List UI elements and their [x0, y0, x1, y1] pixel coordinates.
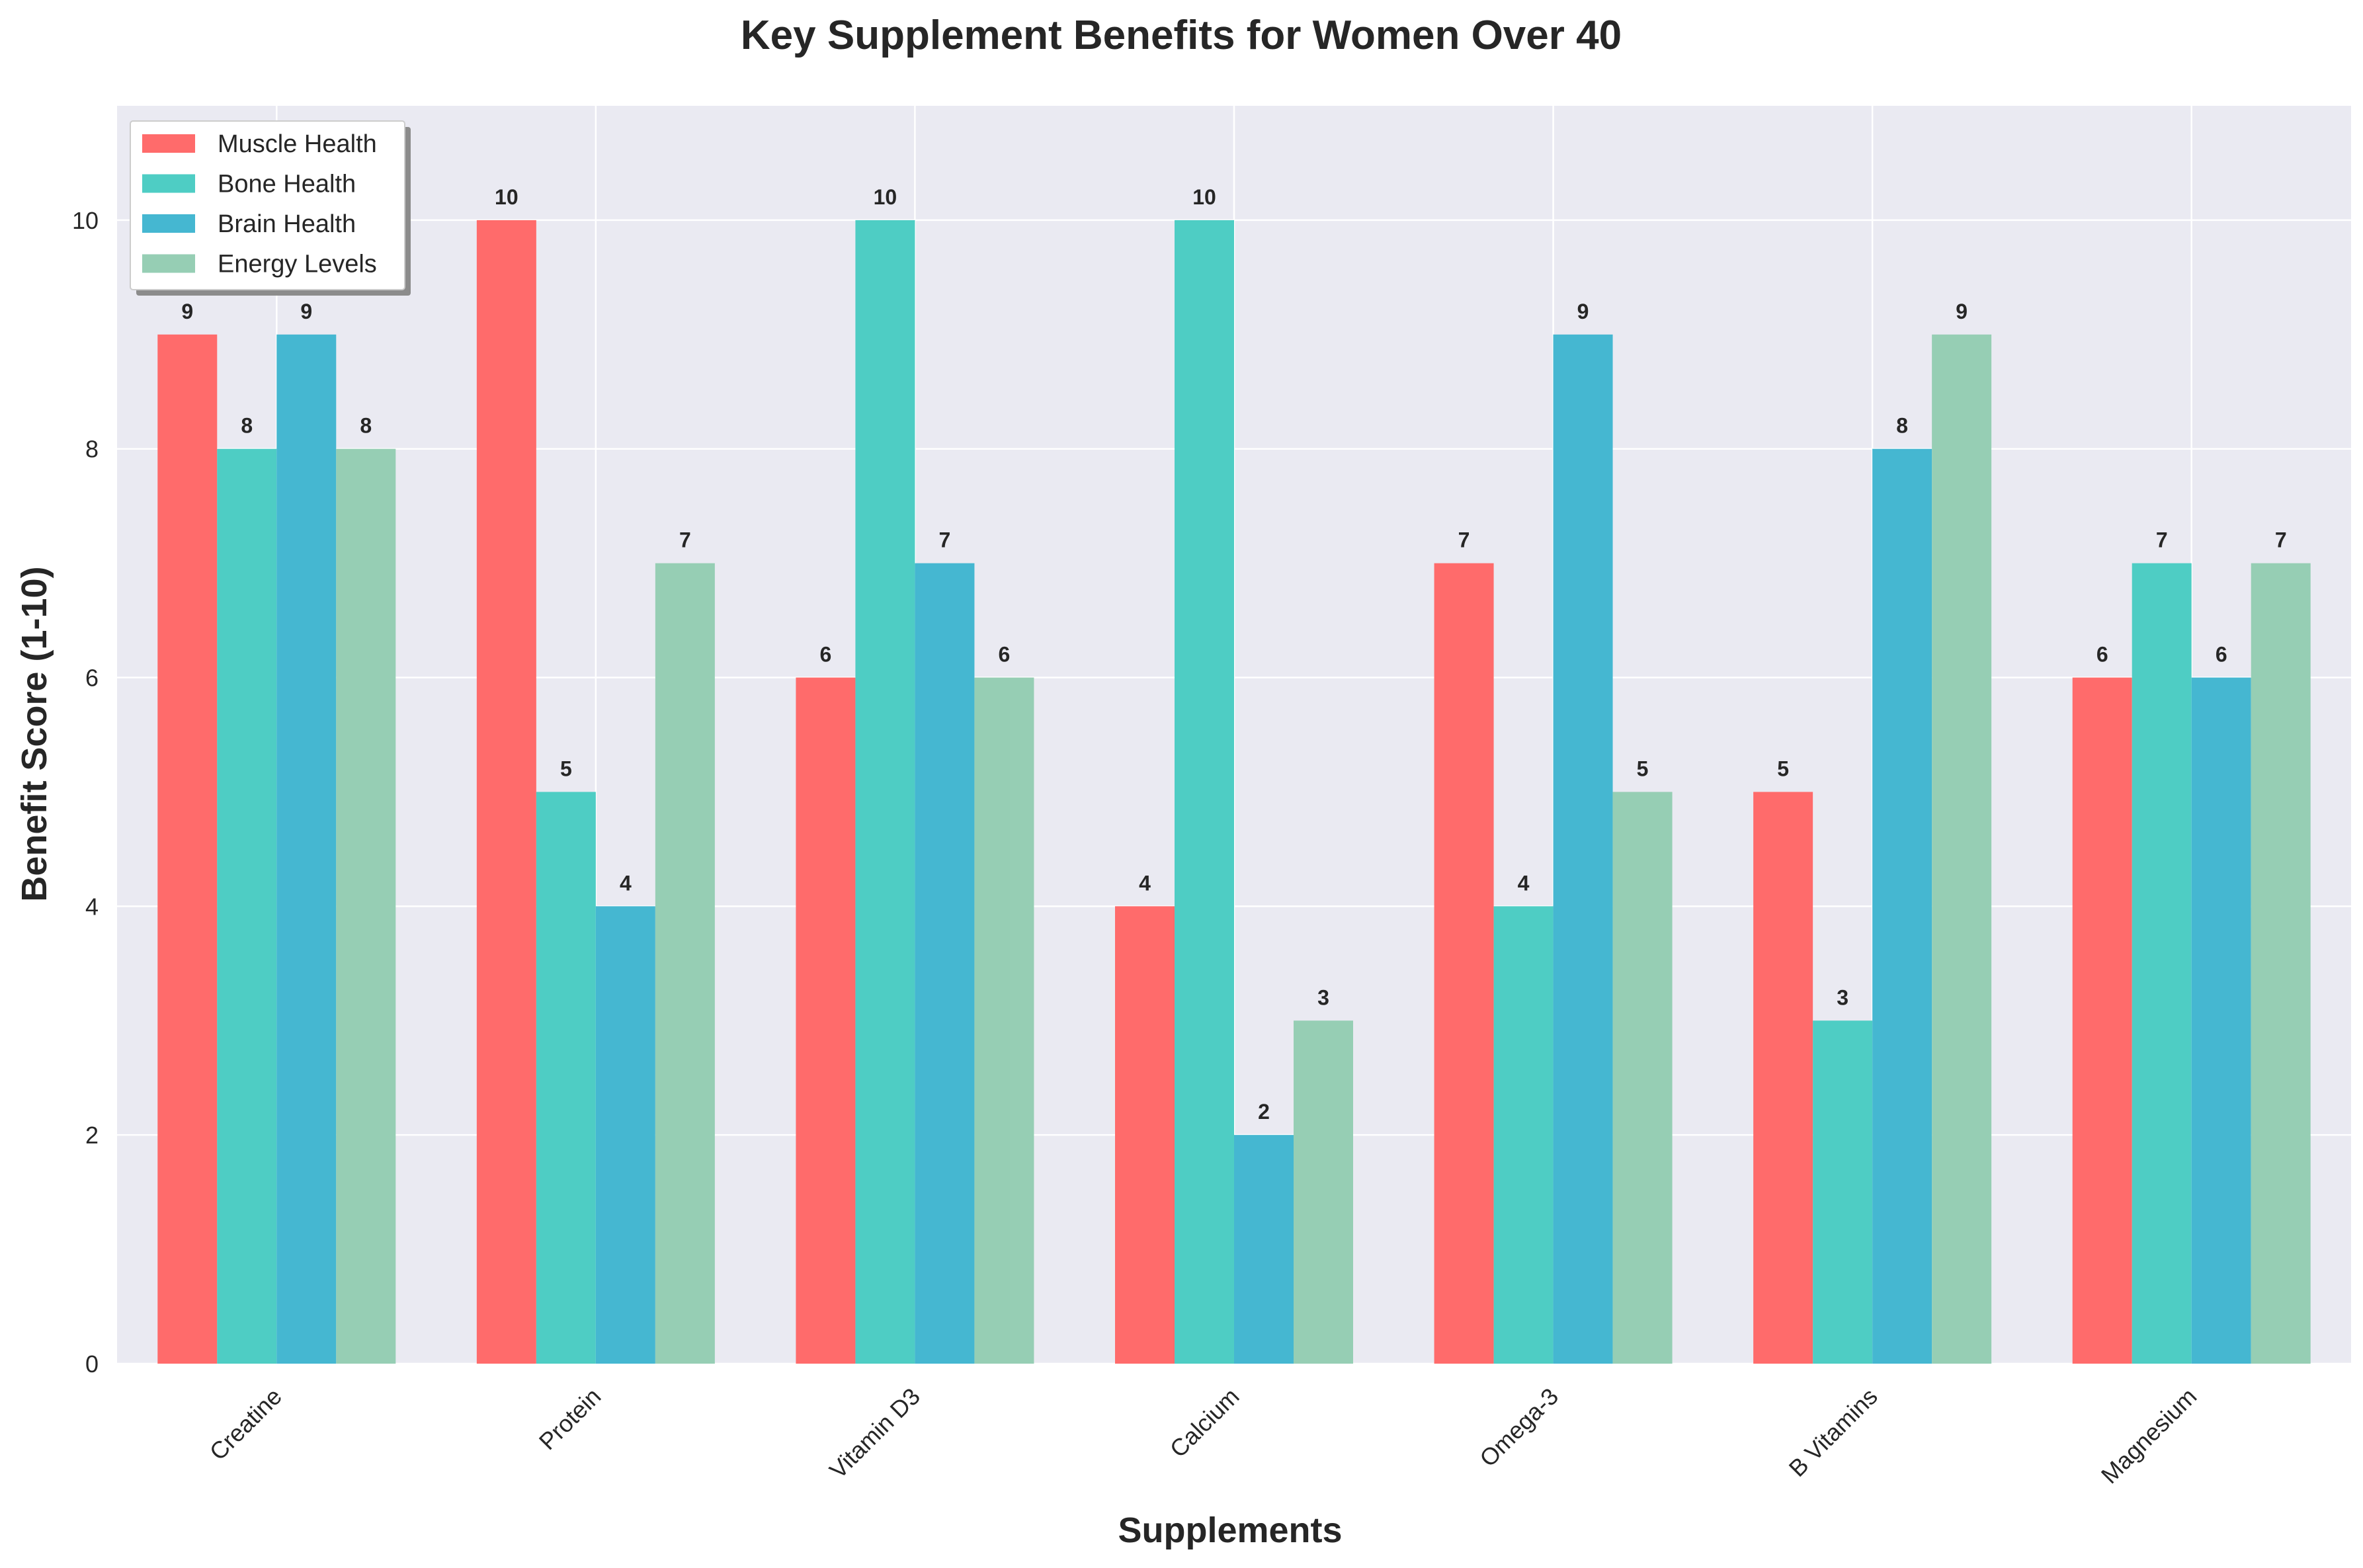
bar [1175, 220, 1234, 1364]
bar [915, 563, 975, 1364]
y-tick-label: 2 [85, 1122, 99, 1149]
chart-title: Key Supplement Benefits for Women Over 4… [741, 13, 1622, 58]
y-axis-ticks: 0 2 4 6 8 10 [72, 207, 99, 1378]
data-label: 4 [1139, 871, 1151, 895]
data-label: 10 [1192, 185, 1216, 209]
x-tick-label: Calcium [1165, 1383, 1245, 1463]
bars [157, 220, 2311, 1364]
data-label: 8 [241, 414, 253, 438]
y-tick-label: 8 [85, 436, 99, 463]
data-label: 6 [2216, 643, 2227, 667]
bar [336, 448, 396, 1364]
bar [1115, 906, 1175, 1364]
y-tick-label: 6 [85, 665, 99, 692]
bar [1932, 334, 1992, 1364]
bar [276, 334, 337, 1364]
bar [796, 677, 856, 1364]
bar [2251, 563, 2311, 1364]
bar [217, 448, 277, 1364]
x-axis-ticks: Creatine Protein Vitamin D3 Calcium Omega-3 B… [204, 1383, 2202, 1489]
bar [855, 220, 915, 1364]
bar [974, 677, 1034, 1364]
data-label: 8 [360, 414, 372, 438]
legend-box [130, 120, 405, 290]
data-label: 7 [1458, 528, 1470, 552]
data-label: 7 [679, 528, 691, 552]
data-label: 3 [1837, 985, 1848, 1009]
data-label: 8 [1896, 414, 1908, 438]
data-label: 4 [620, 871, 632, 895]
data-label: 5 [1777, 757, 1789, 780]
data-label: 9 [1956, 300, 1968, 323]
bar [2072, 677, 2132, 1364]
bar [595, 906, 655, 1364]
legend-label: Brain Health [218, 210, 356, 238]
x-tick-label: Creatine [204, 1383, 287, 1465]
bar [1872, 448, 1932, 1364]
x-tick-label: Omega-3 [1474, 1383, 1563, 1472]
bar [1434, 563, 1494, 1364]
data-label: 7 [2156, 528, 2168, 552]
data-label: 9 [300, 300, 312, 323]
x-tick-label: B Vitamins [1784, 1383, 1883, 1482]
data-label: 7 [2275, 528, 2287, 552]
legend-label: Energy Levels [218, 251, 377, 278]
data-label: 10 [495, 185, 518, 209]
bar [1294, 1020, 1353, 1364]
data-label: 9 [1577, 300, 1589, 323]
data-label: 5 [1637, 757, 1649, 780]
bar [157, 334, 218, 1364]
bar [1234, 1135, 1294, 1364]
data-label: 6 [999, 643, 1011, 667]
legend-swatch [142, 134, 195, 153]
bar [2132, 563, 2192, 1364]
bar [476, 220, 536, 1364]
bar [1553, 334, 1613, 1364]
x-tick-label: Vitamin D3 [824, 1383, 925, 1484]
data-label: 7 [939, 528, 951, 552]
x-tick-label: Magnesium [2096, 1383, 2202, 1489]
data-label: 2 [1258, 1100, 1270, 1124]
y-axis-title: Benefit Score (1-10) [15, 566, 54, 901]
data-label: 6 [2096, 643, 2108, 667]
bar [1493, 906, 1554, 1364]
bar [2191, 677, 2251, 1364]
bar [1813, 1020, 1873, 1364]
legend-label: Bone Health [218, 171, 356, 198]
data-label: 3 [1317, 985, 1329, 1009]
x-axis-title: Supplements [1118, 1510, 1342, 1550]
data-label: 9 [181, 300, 193, 323]
data-label: 10 [874, 185, 897, 209]
bar [536, 792, 596, 1364]
x-tick-label: Protein [534, 1383, 606, 1456]
y-tick-label: 0 [85, 1350, 99, 1378]
legend: Muscle Health Bone Health Brain Health Ener… [130, 120, 411, 296]
data-label: 4 [1518, 871, 1530, 895]
y-tick-label: 4 [85, 893, 99, 920]
value-labels: 9 10 6 4 7 5 6 8 5 10 10 4 3 7 9 4 7 2 9 8 6 8 7 6 3 5 9 7 [181, 185, 2286, 1124]
data-label: 6 [820, 643, 832, 667]
bar [1612, 792, 1673, 1364]
legend-swatch [142, 174, 195, 193]
legend-label: Muscle Health [218, 130, 377, 158]
data-label: 5 [560, 757, 572, 780]
y-tick-label: 10 [72, 207, 99, 234]
legend-swatch [142, 214, 195, 233]
legend-swatch [142, 254, 195, 273]
bar [1753, 792, 1813, 1364]
bar [655, 563, 715, 1364]
